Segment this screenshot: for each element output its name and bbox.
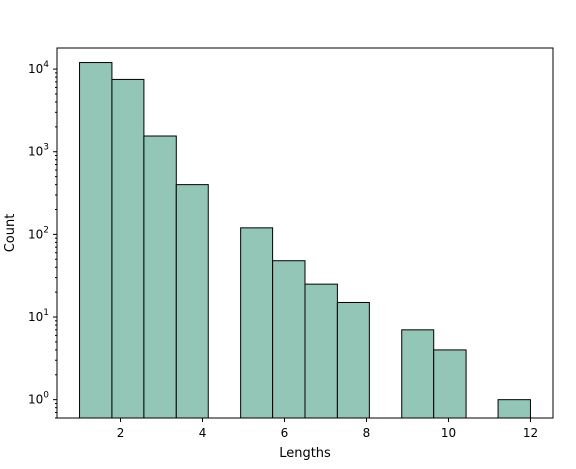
histogram-bar bbox=[175, 184, 209, 419]
x-axis-label: Lengths bbox=[279, 446, 331, 461]
y-axis-label: Count bbox=[3, 214, 18, 253]
histogram-bar bbox=[401, 329, 435, 419]
histogram-bar bbox=[79, 62, 113, 419]
histogram-bar bbox=[143, 135, 177, 419]
x-axis-ticks: 2 4 6 8 10 12 bbox=[117, 418, 538, 440]
histogram-bar bbox=[240, 227, 274, 419]
histogram-bar bbox=[497, 399, 531, 419]
histogram-bar bbox=[433, 349, 467, 419]
y-axis-ticks: 100 101 102 103 104 bbox=[28, 60, 57, 419]
y-tick-label: 100 bbox=[28, 391, 49, 407]
bars-layer bbox=[79, 62, 531, 419]
x-tick-label: 12 bbox=[523, 426, 538, 440]
y-tick-label: 101 bbox=[28, 308, 49, 324]
x-tick-label: 2 bbox=[117, 426, 125, 440]
y-tick-label: 102 bbox=[28, 225, 49, 241]
y-tick-label: 103 bbox=[28, 143, 49, 159]
x-tick-label: 6 bbox=[281, 426, 289, 440]
histogram-bar bbox=[336, 301, 370, 419]
histogram-bar bbox=[272, 260, 306, 419]
y-tick-label: 104 bbox=[28, 60, 49, 76]
x-tick-label: 4 bbox=[199, 426, 207, 440]
x-tick-label: 10 bbox=[441, 426, 456, 440]
plot-frame bbox=[56, 47, 554, 419]
histogram-bar bbox=[304, 283, 338, 419]
x-tick-label: 8 bbox=[363, 426, 371, 440]
histogram-bar bbox=[111, 78, 145, 419]
